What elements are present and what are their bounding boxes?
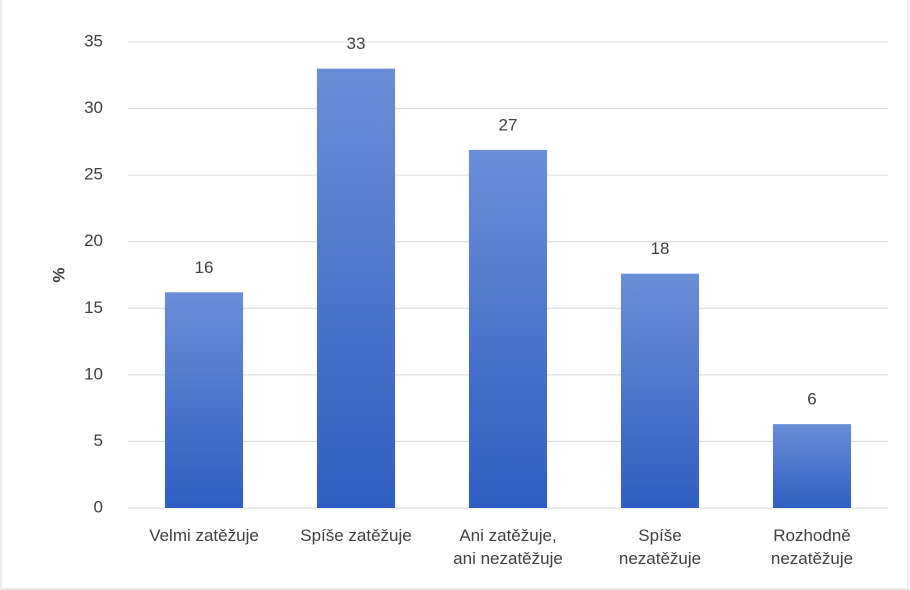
y-tick-label: 5 <box>94 431 103 450</box>
x-tick-label: Spíše zatěžuje <box>300 526 412 545</box>
y-tick-label: 0 <box>94 497 103 516</box>
x-tick-label: Velmi zatěžuje <box>149 526 259 545</box>
x-tick-label: Ani zatěžuje, ani nezatěžuje <box>453 526 563 568</box>
y-tick-label: 20 <box>84 231 103 250</box>
bar <box>164 292 244 508</box>
y-tick-label: 15 <box>84 298 103 317</box>
bar <box>316 68 396 508</box>
data-label: 33 <box>347 34 366 53</box>
data-label: 18 <box>651 239 670 258</box>
bar <box>468 149 548 509</box>
y-tick-label: 10 <box>84 364 103 383</box>
data-label: 27 <box>499 115 518 134</box>
bar <box>772 424 852 508</box>
x-tick-label: Spíše nezatěžuje <box>618 526 702 568</box>
y-tick-label: 30 <box>84 98 103 117</box>
y-tick-label: 35 <box>84 31 103 50</box>
data-label: 16 <box>195 258 214 277</box>
x-tick-label: Rozhodně nezatěžuje <box>770 526 854 568</box>
bar <box>620 273 700 508</box>
data-label: 6 <box>807 390 816 409</box>
y-tick-label: 25 <box>84 165 103 184</box>
y-axis-label: % <box>49 267 68 282</box>
